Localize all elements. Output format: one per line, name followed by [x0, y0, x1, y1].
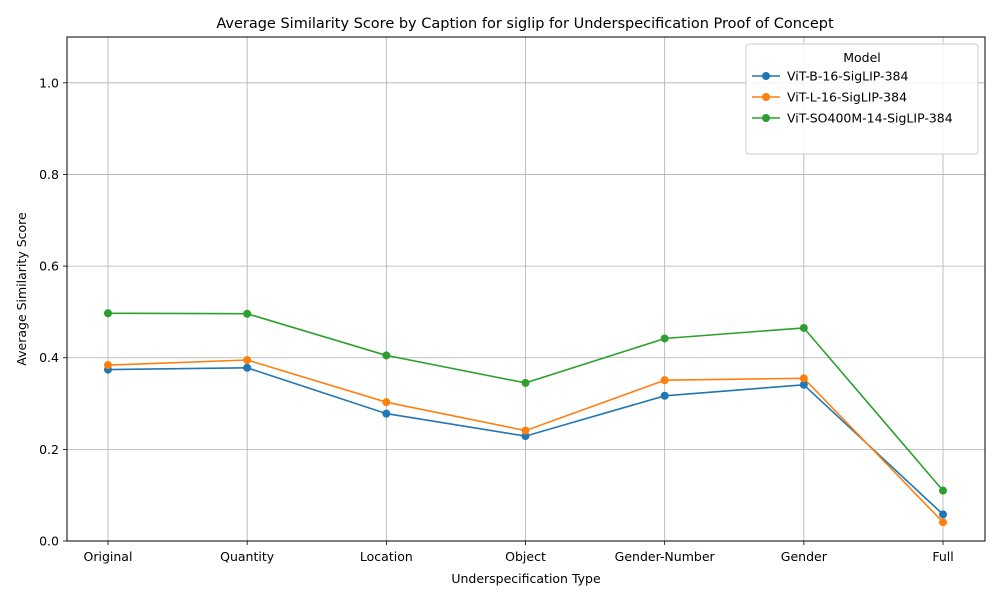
- y-axis-label: Average Similarity Score: [14, 212, 29, 366]
- data-point: [799, 374, 808, 383]
- legend-frame: [745, 43, 979, 155]
- data-point: [521, 426, 530, 435]
- y-tick-label: 0.8: [39, 167, 59, 182]
- legend-swatch-marker: [762, 114, 770, 122]
- y-tick-label: 0.2: [39, 442, 59, 457]
- x-tick-label: Gender: [781, 549, 828, 564]
- data-point: [660, 334, 669, 343]
- chart-title: Average Similarity Score by Caption for …: [216, 16, 834, 32]
- legend-title: Model: [843, 50, 881, 65]
- x-tick-label: Location: [360, 549, 413, 564]
- y-tick-label: 1.0: [39, 75, 59, 90]
- y-tick-label: 0.4: [39, 350, 59, 365]
- data-point: [104, 361, 112, 370]
- legend-swatch-marker: [762, 72, 770, 80]
- x-axis-label: Underspecification Type: [451, 571, 601, 586]
- data-point: [660, 376, 669, 385]
- data-point: [243, 309, 252, 318]
- data-point: [104, 309, 112, 318]
- data-point: [521, 432, 530, 441]
- data-point: [939, 510, 947, 519]
- data-point: [939, 486, 947, 495]
- data-point: [382, 351, 391, 360]
- x-tick-label: Original: [84, 549, 133, 564]
- legend-label: ViT-L-16-SigLIP-384: [787, 90, 907, 105]
- legend-label: ViT-B-16-SigLIP-384: [787, 69, 908, 84]
- data-point: [939, 518, 947, 527]
- data-point: [521, 378, 530, 387]
- legend-items: ViT-B-16-SigLIP-384 ViT-L-16-SigLIP-384 Vi…: [752, 69, 953, 126]
- legend-swatch-marker: [762, 93, 770, 101]
- x-axis-ticks: Original Quantity Location Object Gender-Num…: [84, 541, 954, 564]
- plot-frame: [66, 36, 986, 542]
- x-tick-label: Full: [932, 549, 953, 564]
- data-point: [799, 323, 808, 332]
- x-tick-label: Object: [505, 549, 546, 564]
- data-point: [243, 363, 252, 372]
- y-tick-label: 0.6: [39, 259, 59, 274]
- series-markers: [104, 309, 947, 527]
- x-tick-label: Quantity: [220, 549, 275, 564]
- data-point: [660, 391, 669, 400]
- data-point: [243, 356, 252, 365]
- legend-label: ViT-SO400M-14-SigLIP-384: [787, 111, 953, 126]
- legend: Model ViT-B-16-SigLIP-384 ViT-L-16-SigLIP…: [745, 43, 979, 155]
- data-point: [799, 380, 808, 389]
- x-tick-label: Gender-Number: [615, 549, 716, 564]
- y-axis-ticks: 0.0 0.2 0.4 0.6 0.8 1.0: [39, 75, 67, 549]
- data-point: [382, 398, 391, 407]
- data-point: [382, 409, 391, 418]
- y-tick-label: 0.0: [39, 534, 59, 549]
